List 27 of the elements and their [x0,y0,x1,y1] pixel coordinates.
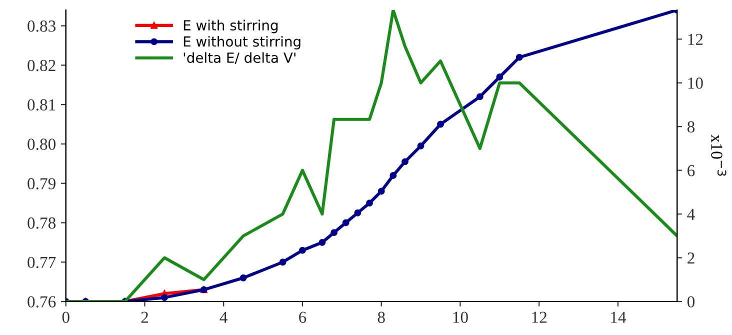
y-tick-label: 0.80 [28,138,56,150]
y2-tick-label: 8 [687,121,695,133]
y-tick-label: 0.82 [28,60,56,72]
y-tick-label: 0.76 [28,296,56,308]
legend-label: E without stirring [184,36,300,50]
x-tick-label: 14 [611,312,626,323]
x-tick-label: 4 [220,312,228,323]
y2-tick-label: 0 [687,296,695,308]
y2-tick-label: 12 [688,34,703,45]
y-tick-label: 0.77 [28,256,56,268]
y-tick-label: 0.78 [28,217,56,229]
x-tick-label: 12 [532,312,546,323]
y-tick-label: 0.81 [28,99,56,111]
y-tick-label: 0.83 [28,20,56,32]
y2-axis-title: x10$^{−3}$ [711,134,726,176]
y2-tick-label: 6 [688,165,695,176]
x-tick-label: 6 [299,312,306,323]
x-tick-label: 0 [62,312,70,323]
x-tick-label: 10 [453,312,468,323]
x-tick-label: 2 [141,312,148,323]
legend-label: 'delta E/ delta V' [184,52,296,64]
y2-tick-label: 4 [687,208,695,220]
legend-label: E with stirring [184,20,278,34]
y2-tick-label: 10 [688,78,703,89]
y2-tick-label: 2 [688,252,694,264]
y-tick-label: 0.79 [28,178,56,190]
x-tick-label: 8 [378,312,385,323]
